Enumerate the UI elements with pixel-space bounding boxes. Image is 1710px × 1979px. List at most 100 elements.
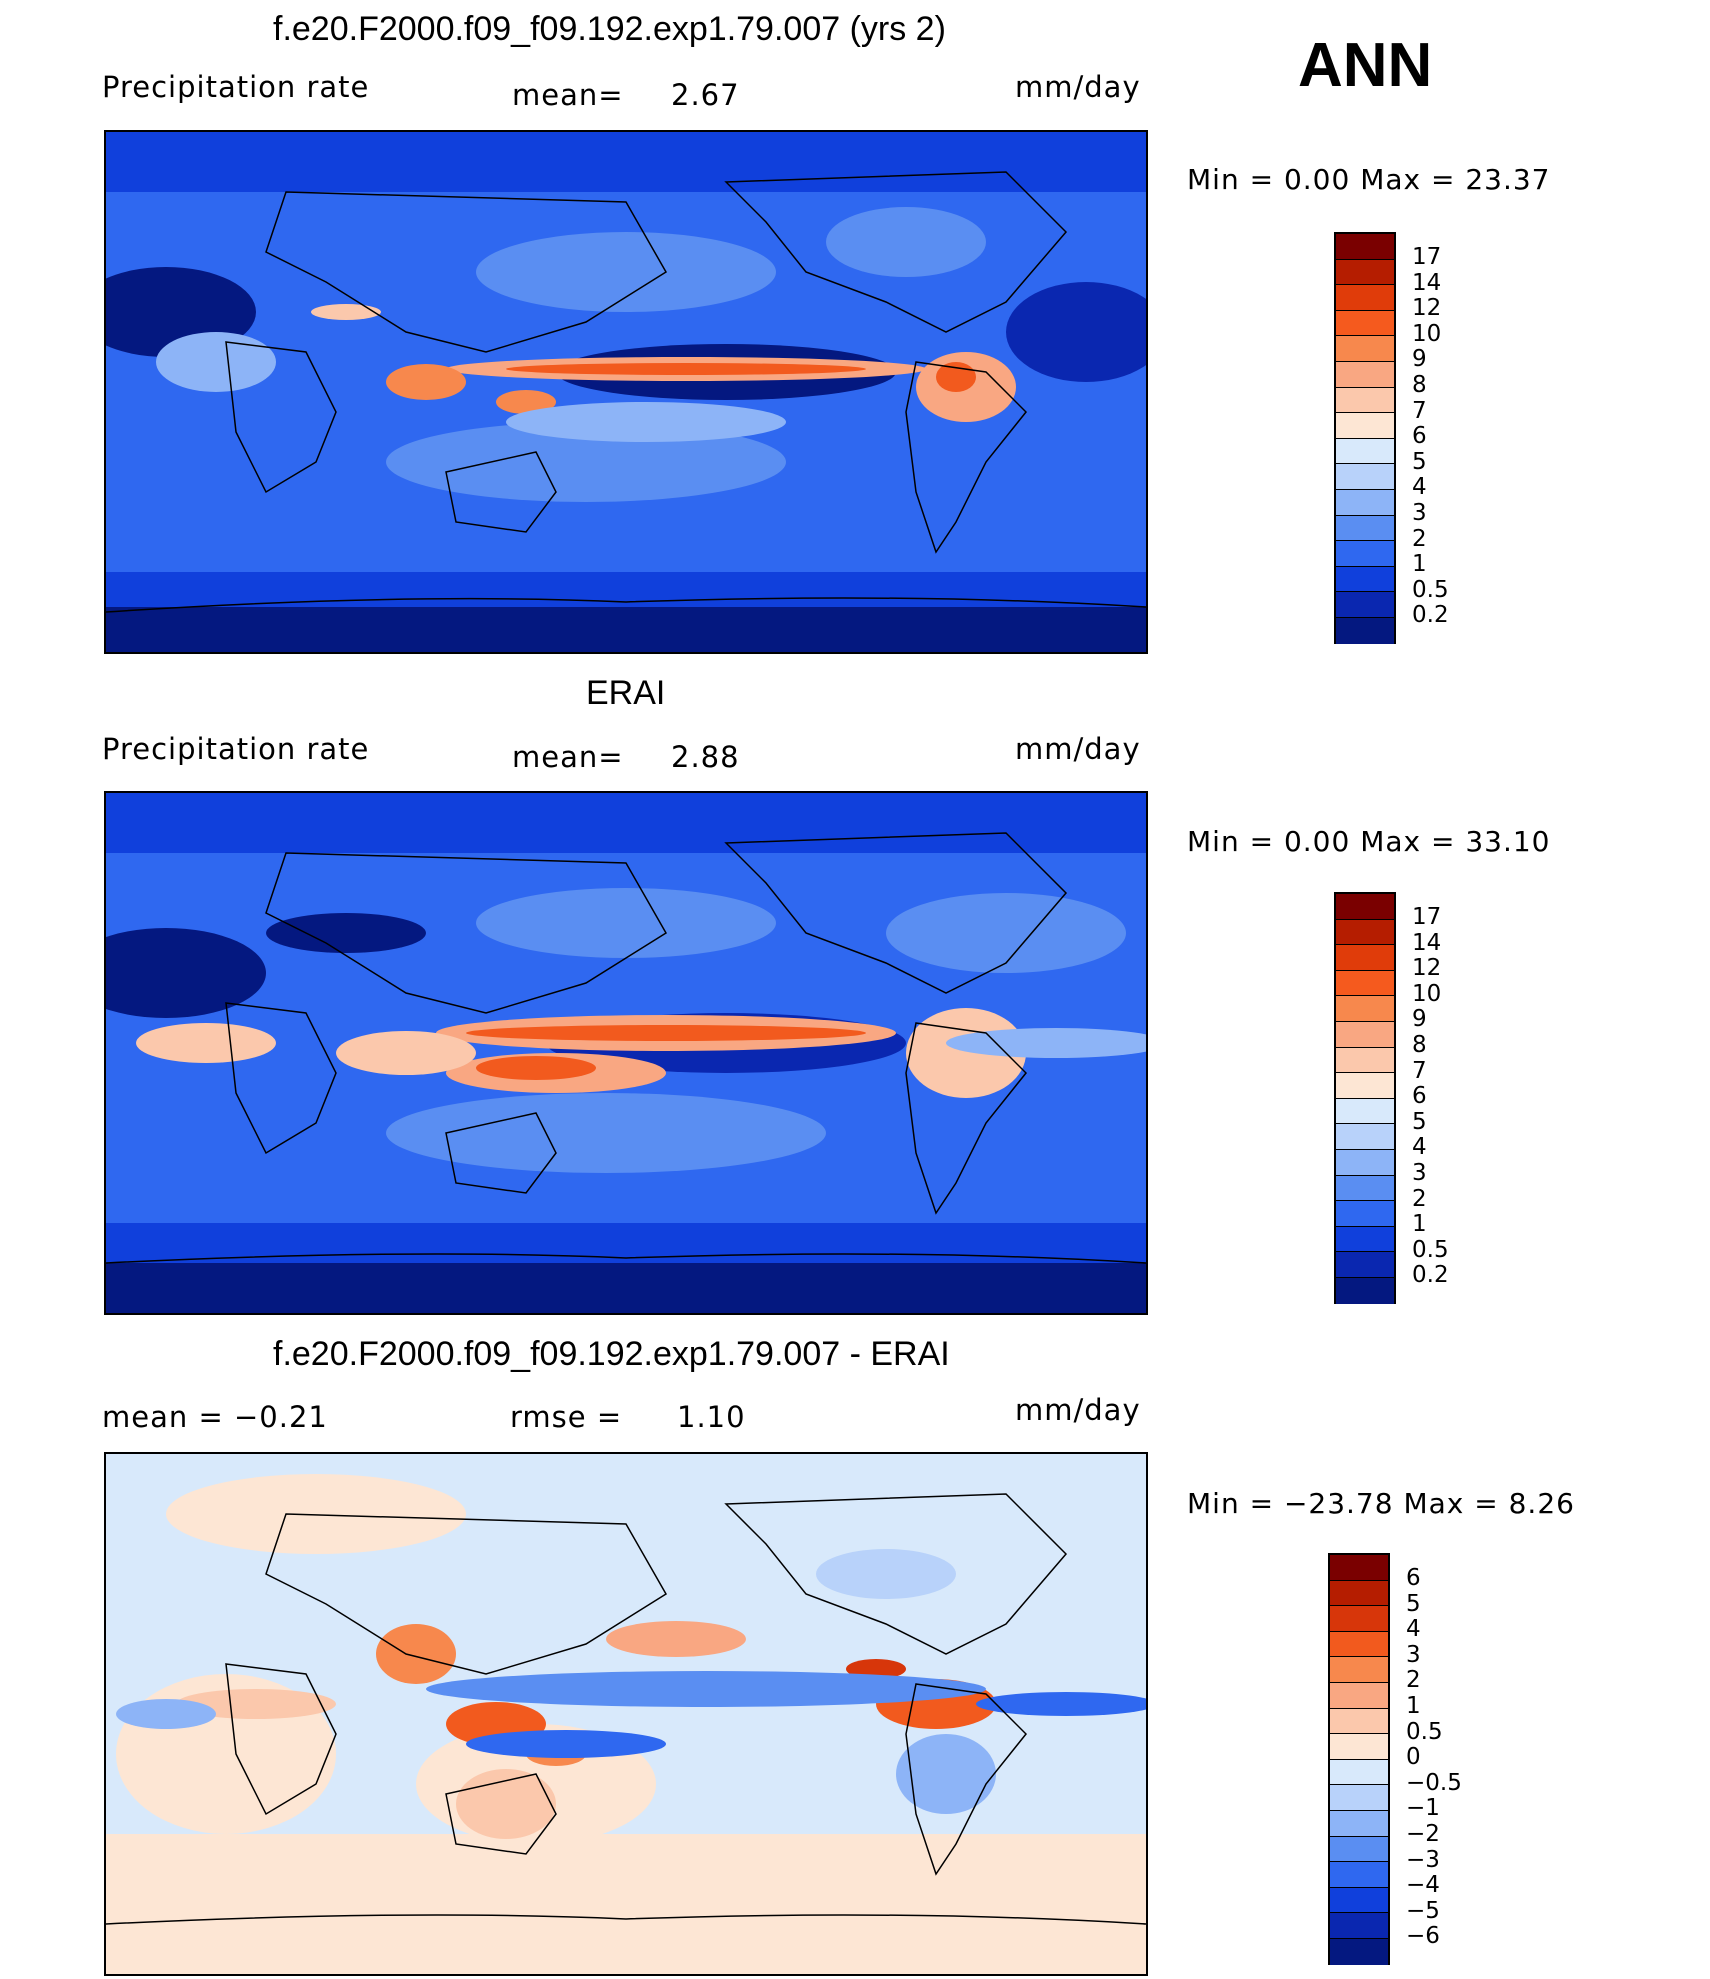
panel-2-mean-value: 2.88 [671, 740, 740, 774]
colorbar-tick-label: 4 [1412, 474, 1427, 501]
colorbar-swatch [1330, 1606, 1388, 1632]
colorbar-swatch [1336, 464, 1394, 490]
panel-2-title: ERAI [586, 674, 666, 712]
colorbar-swatch [1336, 945, 1394, 971]
colorbar-swatch [1330, 1734, 1388, 1760]
colorbar-tick-label: 14 [1412, 929, 1442, 956]
colorbar-swatch [1330, 1862, 1388, 1888]
colorbar-tick-label: 9 [1412, 1006, 1427, 1033]
colorbar-tick-label: 3 [1406, 1641, 1421, 1668]
panel-2-mean-label: mean= [512, 740, 624, 774]
colorbar-swatch [1330, 1682, 1388, 1709]
colorbar-swatch [1336, 1047, 1394, 1074]
panel-2-colorbar-labels: 17 14 12 10 9 8 7 6 5 4 3 2 1 0.5 0.2 [1412, 904, 1449, 1289]
colorbar-swatch [1336, 285, 1394, 311]
colorbar-tick-label: 8 [1412, 1031, 1427, 1058]
colorbar-swatch [1330, 1913, 1388, 1939]
colorbar-swatch [1336, 1252, 1394, 1278]
colorbar-tick-label: −0.5 [1406, 1769, 1462, 1796]
colorbar-tick-label: 14 [1412, 269, 1442, 296]
colorbar-tick-label: 10 [1412, 320, 1442, 347]
panel-1-mean-label: mean= [512, 78, 624, 112]
panel-3-colorbar [1328, 1553, 1390, 1965]
panel-3-rmse-value: 1.10 [677, 1400, 746, 1434]
colorbar-swatch [1336, 361, 1394, 388]
colorbar-tick-label: 0 [1406, 1744, 1421, 1771]
colorbar-swatch [1336, 617, 1394, 644]
panel-3-min-max: Min = −23.78 Max = 8.26 [1187, 1487, 1575, 1520]
colorbar-swatch [1330, 1759, 1388, 1786]
colorbar-swatch [1336, 515, 1394, 542]
colorbar-swatch [1336, 1098, 1394, 1125]
panel-3-units: mm/day [1015, 1393, 1141, 1427]
panel-1-units: mm/day [1015, 70, 1141, 104]
colorbar-swatch [1336, 1149, 1394, 1176]
colorbar-swatch [1330, 1631, 1388, 1658]
colorbar-swatch [1330, 1555, 1388, 1581]
colorbar-swatch [1336, 438, 1394, 465]
colorbar-swatch [1336, 894, 1394, 920]
panel-1-variable-label: Precipitation rate [102, 70, 370, 104]
colorbar-tick-label: 17 [1412, 904, 1442, 930]
panel-3-title: f.e20.F2000.f09_f09.192.exp1.79.007 - ER… [273, 1335, 950, 1373]
season-label: ANN [1298, 31, 1433, 100]
panel-2-obs-precip-map [104, 791, 1148, 1315]
colorbar-tick-label: 6 [1412, 423, 1427, 450]
colorbar-tick-label: −5 [1406, 1897, 1440, 1924]
panel-1-mean-value: 2.67 [671, 78, 740, 112]
colorbar-tick-label: 2 [1412, 525, 1427, 552]
colorbar-swatch [1330, 1785, 1388, 1811]
panel-1-model-precip-map [104, 130, 1148, 654]
colorbar-swatch [1336, 1124, 1394, 1150]
panel-2-colorbar [1334, 892, 1396, 1304]
colorbar-tick-label: 2 [1412, 1185, 1427, 1212]
colorbar-swatch [1336, 1277, 1394, 1304]
colorbar-tick-label: 1 [1406, 1692, 1421, 1719]
colorbar-tick-label: 17 [1412, 244, 1442, 270]
colorbar-tick-label: 9 [1412, 346, 1427, 373]
colorbar-tick-label: 6 [1406, 1565, 1421, 1591]
colorbar-tick-label: 1 [1412, 1211, 1427, 1238]
colorbar-tick-label: 8 [1412, 371, 1427, 398]
colorbar-swatch [1336, 1073, 1394, 1099]
panel-1-colorbar [1334, 232, 1396, 644]
colorbar-tick-label: 2 [1406, 1667, 1421, 1694]
model-precip-field [106, 132, 1146, 652]
colorbar-tick-label: 0.5 [1412, 576, 1449, 603]
colorbar-tick-label: −1 [1406, 1795, 1440, 1822]
colorbar-tick-label: 10 [1412, 980, 1442, 1007]
colorbar-swatch [1330, 1657, 1388, 1683]
colorbar-tick-label: 5 [1406, 1590, 1421, 1617]
colorbar-tick-label: 3 [1412, 1159, 1427, 1186]
difference-field [106, 1454, 1146, 1974]
colorbar-swatch [1336, 970, 1394, 997]
colorbar-swatch [1336, 413, 1394, 439]
colorbar-swatch [1336, 566, 1394, 593]
colorbar-tick-label: 0.2 [1412, 602, 1449, 629]
colorbar-swatch [1330, 1708, 1388, 1735]
colorbar-swatch [1336, 996, 1394, 1022]
panel-2-min-max: Min = 0.00 Max = 33.10 [1187, 825, 1551, 858]
colorbar-swatch [1336, 310, 1394, 337]
panel-3-rmse-label: rmse = [510, 1400, 623, 1434]
colorbar-swatch [1336, 1021, 1394, 1048]
colorbar-swatch [1330, 1810, 1388, 1837]
panel-2-variable-label: Precipitation rate [102, 732, 370, 766]
colorbar-tick-label: 4 [1412, 1134, 1427, 1161]
colorbar-swatch [1330, 1836, 1388, 1863]
colorbar-swatch [1336, 1201, 1394, 1227]
colorbar-tick-label: 0.5 [1406, 1718, 1443, 1745]
colorbar-tick-label: 0.5 [1412, 1236, 1449, 1263]
panel-3-difference-map [104, 1452, 1148, 1976]
colorbar-tick-label: 1 [1412, 551, 1427, 578]
colorbar-tick-label: 7 [1412, 397, 1427, 424]
colorbar-tick-label: 6 [1412, 1083, 1427, 1110]
panel-1-colorbar-labels: 17 14 12 10 9 8 7 6 5 4 3 2 1 0.5 0.2 [1412, 244, 1449, 629]
obs-precip-field [106, 793, 1146, 1313]
colorbar-swatch [1330, 1938, 1388, 1965]
colorbar-swatch [1330, 1887, 1388, 1914]
colorbar-tick-label: −2 [1406, 1820, 1440, 1847]
colorbar-tick-label: 12 [1412, 955, 1442, 982]
colorbar-tick-label: 3 [1412, 499, 1427, 526]
colorbar-swatch [1336, 919, 1394, 946]
